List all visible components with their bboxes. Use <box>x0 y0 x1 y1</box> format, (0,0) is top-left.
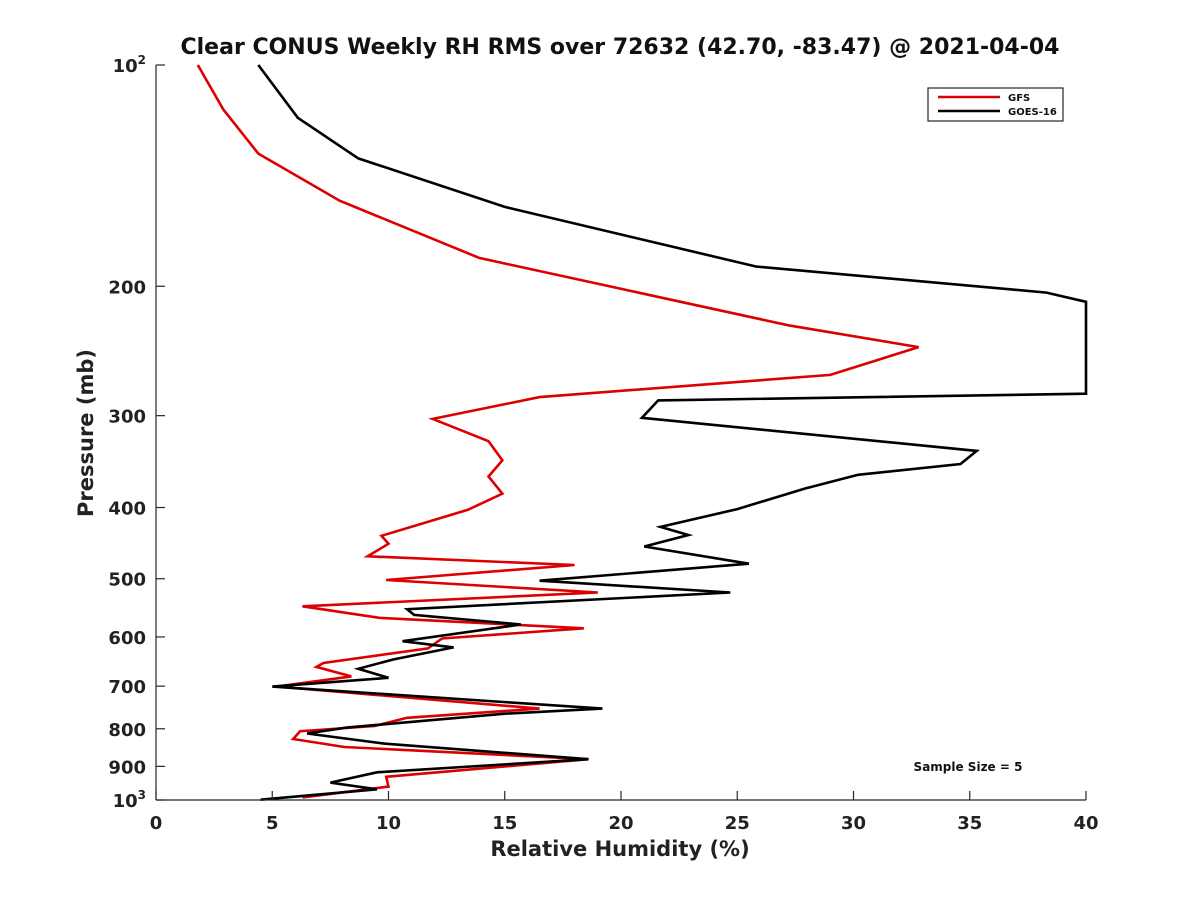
y-tick-label: 500 <box>108 570 146 591</box>
y-tick-label: 103 <box>113 788 146 812</box>
y-tick-label: 102 <box>113 53 146 77</box>
chart-title: Clear CONUS Weekly RH RMS over 72632 (42… <box>181 35 1060 60</box>
legend-box <box>927 87 1064 122</box>
legend-label-goes-16: GOES-16 <box>1008 107 1057 118</box>
x-tick-label: 25 <box>725 813 750 834</box>
sample-size-annotation: Sample Size = 5 <box>914 760 1023 774</box>
series-line-goes-16 <box>257 64 1088 801</box>
y-tick-label: 800 <box>108 720 146 741</box>
y-tick-label: 400 <box>108 499 146 520</box>
y-axis-label: Pressure (mb) <box>74 349 98 517</box>
y-tick-label: 900 <box>108 757 146 778</box>
x-tick-label: 35 <box>957 813 982 834</box>
y-axis-ticks: 102 200 300 400 500 600 700 800 900 103 <box>108 53 165 812</box>
x-tick-label: 20 <box>608 813 633 834</box>
x-tick-label: 10 <box>376 813 401 834</box>
legend: GFS GOES-16 <box>927 87 1064 122</box>
y-tick-label: 600 <box>108 628 146 649</box>
x-axis-ticks: 0 5 10 15 20 25 30 35 40 <box>150 791 1099 834</box>
x-tick-label: 5 <box>266 813 279 834</box>
x-tick-label: 15 <box>492 813 517 834</box>
x-tick-label: 30 <box>841 813 866 834</box>
y-tick-label: 300 <box>108 407 146 428</box>
x-tick-label: 40 <box>1073 813 1098 834</box>
y-tick-label: 200 <box>108 277 146 298</box>
plot-lines <box>196 64 1088 801</box>
x-axis-label: Relative Humidity (%) <box>490 837 749 861</box>
legend-label-gfs: GFS <box>1008 93 1030 104</box>
y-tick-label: 700 <box>108 677 146 698</box>
x-tick-label: 0 <box>150 813 163 834</box>
